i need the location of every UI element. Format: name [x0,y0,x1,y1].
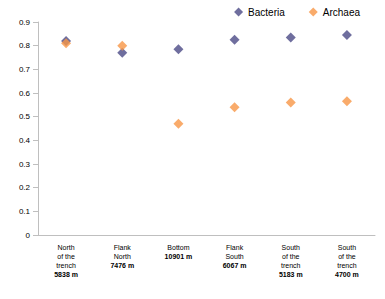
svg-text:North: North [114,253,131,260]
svg-text:of the: of the [282,253,300,260]
svg-text:South: South [282,244,300,251]
svg-text:Flank: Flank [226,244,244,251]
svg-text:5838 m: 5838 m [54,271,78,278]
svg-text:trench: trench [281,262,301,269]
svg-text:7476 m: 7476 m [110,262,134,269]
svg-text:0.7: 0.7 [19,65,31,74]
svg-text:of the: of the [338,253,356,260]
svg-text:trench: trench [56,262,76,269]
svg-text:0.4: 0.4 [19,136,31,145]
svg-text:0.6: 0.6 [19,89,31,98]
svg-text:Bottom: Bottom [167,244,189,251]
svg-text:10901 m: 10901 m [165,253,193,260]
svg-text:6067 m: 6067 m [223,262,247,269]
svg-text:0.5: 0.5 [19,112,31,121]
svg-text:South: South [338,244,356,251]
svg-text:5183 m: 5183 m [279,271,303,278]
svg-text:Bacteria: Bacteria [248,7,285,18]
svg-text:0.1: 0.1 [19,207,31,216]
svg-text:Flank: Flank [114,244,132,251]
svg-text:of the: of the [57,253,75,260]
svg-text:North: North [58,244,75,251]
svg-text:South: South [225,253,243,260]
svg-text:Archaea: Archaea [323,7,361,18]
svg-text:4700 m: 4700 m [335,271,359,278]
svg-text:trench: trench [337,262,357,269]
svg-text:0.2: 0.2 [19,183,31,192]
svg-text:0: 0 [26,231,31,240]
svg-text:0.8: 0.8 [19,41,31,50]
svg-text:0.3: 0.3 [19,160,31,169]
svg-text:0.9: 0.9 [19,18,31,27]
